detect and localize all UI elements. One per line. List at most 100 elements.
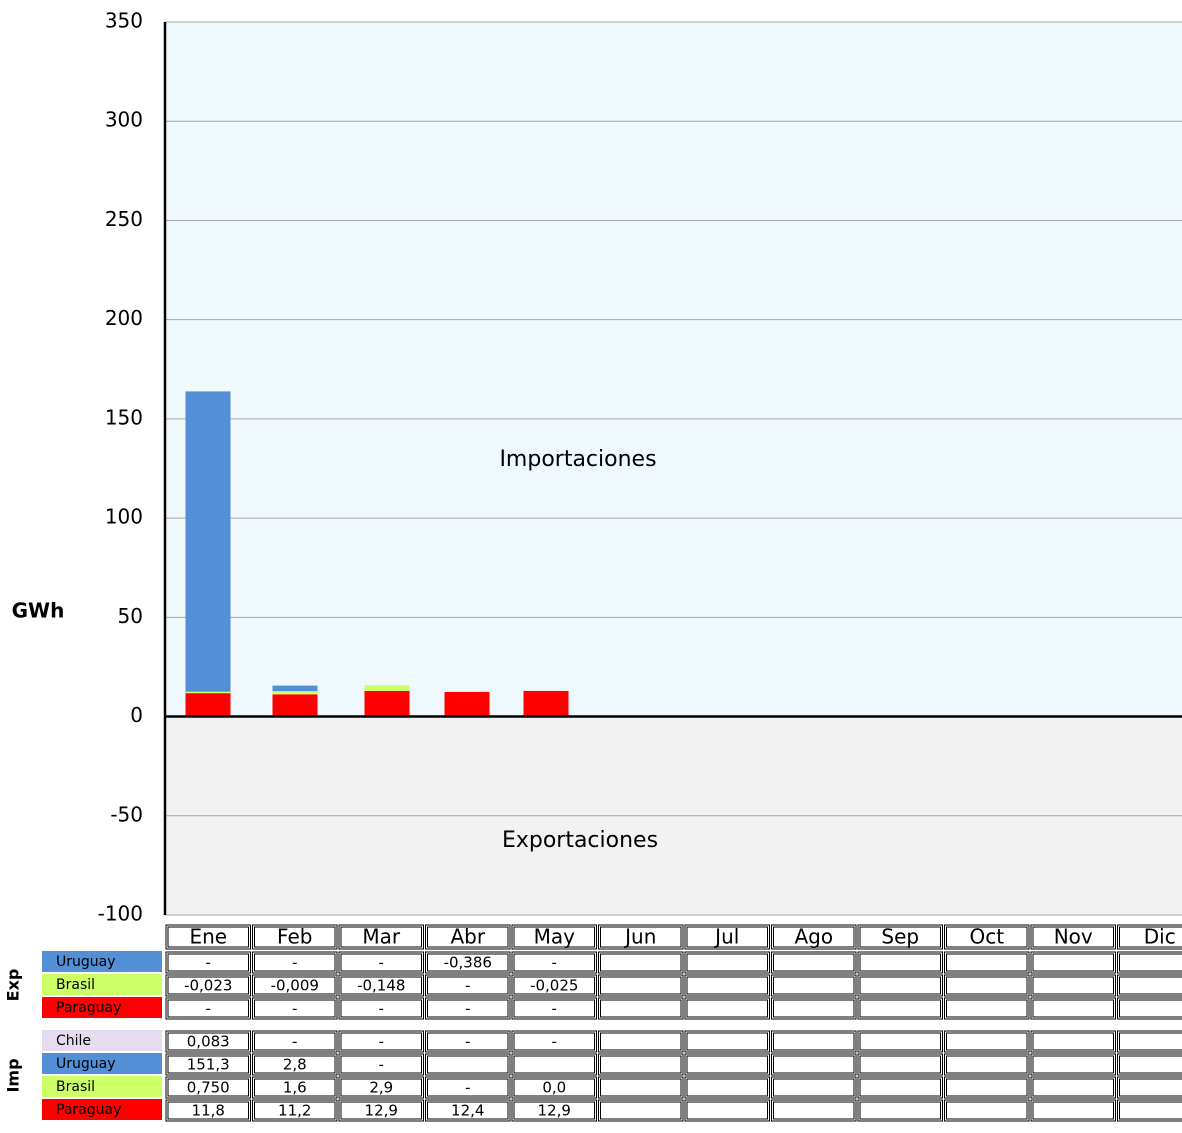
cell-border: [165, 997, 251, 1020]
cell-value: -0,025: [530, 977, 578, 995]
y-tick-label: -100: [98, 902, 143, 926]
cell-border: [859, 1032, 941, 1051]
group-label: Exp: [4, 969, 23, 1002]
cell-border: [252, 951, 338, 974]
cell-value: -0,023: [184, 977, 232, 995]
row-label-bg: [42, 951, 162, 972]
cell-border: [338, 1053, 424, 1076]
cell-border: [944, 951, 1030, 974]
cell-border: [857, 1076, 943, 1099]
row-label: Chile: [56, 1033, 91, 1049]
cell-border: [1117, 974, 1182, 997]
y-tick-label: 300: [105, 108, 143, 132]
cell-border: [771, 951, 857, 974]
cell-value: 11,8: [192, 1102, 225, 1120]
cell-border: [254, 1032, 336, 1051]
cell-border: [686, 926, 768, 948]
cell-border: [944, 1030, 1030, 1053]
cell-border: [1032, 976, 1114, 995]
cell-border: [1032, 1078, 1114, 1097]
cell-border: [1119, 1078, 1182, 1097]
cell-border: [1119, 926, 1182, 948]
cell-value: -: [552, 1033, 557, 1051]
cell-border: [600, 1055, 682, 1074]
cell-value: -: [379, 1056, 384, 1074]
bar: [272, 694, 318, 717]
cell-border: [425, 1099, 511, 1122]
cell-border: [427, 976, 509, 995]
cell-value: -: [292, 1033, 297, 1051]
cell-border: [600, 1032, 682, 1051]
x-tick-label: Dic: [1144, 925, 1176, 949]
cell-border: [773, 1101, 855, 1120]
cell-border: [946, 1101, 1028, 1120]
cell-value: -: [465, 1033, 470, 1051]
cell-border: [944, 997, 1030, 1020]
cell-value: 151,3: [187, 1056, 230, 1074]
x-tick-label: Ago: [794, 925, 833, 949]
cell-border: [167, 1101, 249, 1120]
cell-border: [1030, 951, 1116, 974]
row-label-bg: [42, 974, 162, 995]
x-tick-label: Jun: [623, 925, 656, 949]
cell-border: [600, 976, 682, 995]
y-tick-label: -50: [110, 802, 143, 826]
cell-border: [598, 1030, 684, 1053]
cell-border: [1117, 1076, 1182, 1099]
cell-value: 0,083: [187, 1033, 230, 1051]
cell-border: [340, 1078, 422, 1097]
cell-border: [167, 926, 249, 948]
cell-border: [511, 997, 597, 1020]
cell-border: [771, 1053, 857, 1076]
x-tick-label: Abr: [450, 925, 485, 949]
cell-border: [600, 1078, 682, 1097]
cell-border: [338, 1030, 424, 1053]
cell-border: [340, 926, 422, 948]
cell-border: [511, 951, 597, 974]
row-label-bg: [42, 997, 162, 1018]
cell-border: [427, 999, 509, 1018]
cell-value: -: [465, 1079, 470, 1097]
cell-border: [165, 1076, 251, 1099]
cell-border: [254, 926, 336, 948]
cell-border: [859, 926, 941, 948]
cell-border: [946, 926, 1028, 948]
cell-border: [771, 1076, 857, 1099]
cell-border: [773, 926, 855, 948]
cell-border: [513, 1032, 595, 1051]
x-tick-label: Jul: [713, 925, 739, 949]
bar: [364, 685, 410, 691]
cell-border: [1030, 974, 1116, 997]
cell-border: [254, 999, 336, 1018]
cell-border: [686, 976, 768, 995]
cell-border: [513, 926, 595, 948]
cell-border: [686, 1101, 768, 1120]
cell-border: [165, 951, 251, 974]
row-label: Uruguay: [56, 1056, 116, 1072]
cell-border: [254, 1055, 336, 1074]
cell-border: [1119, 1101, 1182, 1120]
cell-border: [511, 1099, 597, 1122]
cell-border: [944, 974, 1030, 997]
cell-border: [425, 1076, 511, 1099]
cell-value: -: [465, 977, 470, 995]
cell-border: [1117, 997, 1182, 1020]
cell-border: [425, 997, 511, 1020]
cell-border: [944, 1099, 1030, 1122]
cell-border: [771, 997, 857, 1020]
cell-border: [425, 951, 511, 974]
cell-border: [771, 924, 857, 950]
bar: [364, 690, 410, 717]
cell-value: -: [552, 954, 557, 972]
cell-border: [771, 974, 857, 997]
cell-border: [946, 1032, 1028, 1051]
cell-value: -: [552, 1000, 557, 1018]
cell-border: [425, 1030, 511, 1053]
cell-border: [338, 924, 424, 950]
bar: [272, 691, 318, 695]
cell-border: [252, 1099, 338, 1122]
cell-value: 1,6: [283, 1079, 307, 1097]
cell-border: [167, 976, 249, 995]
cell-value: -0,009: [271, 977, 319, 995]
cell-border: [598, 974, 684, 997]
